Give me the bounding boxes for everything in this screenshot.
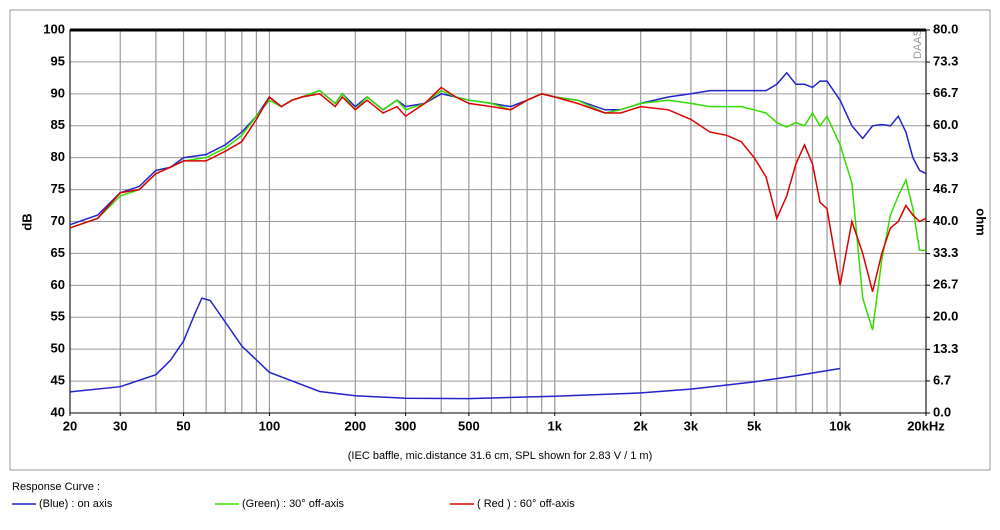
x-tick-label: 20kHz bbox=[907, 418, 945, 433]
series-line bbox=[69, 86, 927, 292]
series-line bbox=[69, 89, 926, 331]
x-tick-label: 1k bbox=[548, 418, 563, 433]
y-tick-label: 95 bbox=[51, 53, 65, 68]
legend-label: (Blue) : on axis bbox=[39, 498, 113, 510]
frame bbox=[9, 9, 991, 471]
x-tick-label: 500 bbox=[458, 418, 480, 433]
y-axis-label: dB bbox=[19, 213, 34, 230]
x-tick-label: 200 bbox=[344, 418, 366, 433]
y2-tick-label: 13.3 bbox=[933, 341, 958, 356]
y-tick-label: 80 bbox=[51, 149, 65, 164]
y2-tick-label: 66.7 bbox=[933, 85, 958, 100]
y-tick-label: 90 bbox=[51, 85, 65, 100]
y-tick-label: 65 bbox=[51, 245, 65, 260]
y2-tick-label: 60.0 bbox=[933, 117, 958, 132]
y2-tick-label: 6.7 bbox=[933, 372, 951, 387]
y2-tick-label: 40.0 bbox=[933, 213, 958, 228]
x-tick-label: 10k bbox=[829, 418, 851, 433]
series-line bbox=[69, 71, 927, 226]
y-tick-label: 45 bbox=[51, 373, 65, 388]
x-tick-label: 20 bbox=[63, 418, 77, 433]
plot-border bbox=[69, 29, 927, 414]
y-tick-label: 100 bbox=[43, 21, 65, 36]
x-tick-label: 100 bbox=[259, 418, 281, 433]
x-tick-label: 5k bbox=[747, 418, 762, 433]
y-tick-label: 50 bbox=[51, 341, 65, 356]
y2-tick-label: 20.0 bbox=[933, 309, 958, 324]
y-tick-label: 75 bbox=[51, 181, 65, 196]
y2-axis-label: ohm bbox=[974, 208, 989, 235]
y-tick-label: 70 bbox=[51, 213, 65, 228]
y-tick-label: 55 bbox=[51, 309, 65, 324]
legend-label: ( Red ) : 60° off-axis bbox=[477, 498, 575, 510]
series-line bbox=[69, 297, 841, 400]
watermark: DAAS bbox=[912, 29, 924, 59]
x-tick-label: 30 bbox=[113, 418, 127, 433]
x-tick-label: 3k bbox=[684, 418, 699, 433]
x-tick-label: 2k bbox=[633, 418, 648, 433]
caption: (IEC baffle, mic.distance 31.6 cm, SPL s… bbox=[348, 450, 652, 462]
legend-title: Response Curve : bbox=[12, 481, 100, 493]
y2-tick-label: 73.3 bbox=[933, 54, 958, 69]
x-tick-label: 300 bbox=[395, 418, 417, 433]
y2-tick-label: 33.3 bbox=[933, 245, 958, 260]
y-tick-label: 40 bbox=[51, 404, 65, 419]
y2-tick-label: 53.3 bbox=[933, 149, 958, 164]
y2-tick-label: 26.7 bbox=[933, 277, 958, 292]
y2-tick-label: 80.0 bbox=[933, 21, 958, 36]
y2-tick-label: 46.7 bbox=[933, 181, 958, 196]
y2-tick-label: 0.0 bbox=[933, 404, 951, 419]
legend-label: (Green) : 30° off-axis bbox=[242, 498, 345, 510]
x-tick-label: 50 bbox=[176, 418, 190, 433]
y-tick-label: 85 bbox=[51, 117, 65, 132]
y-tick-label: 60 bbox=[51, 277, 65, 292]
